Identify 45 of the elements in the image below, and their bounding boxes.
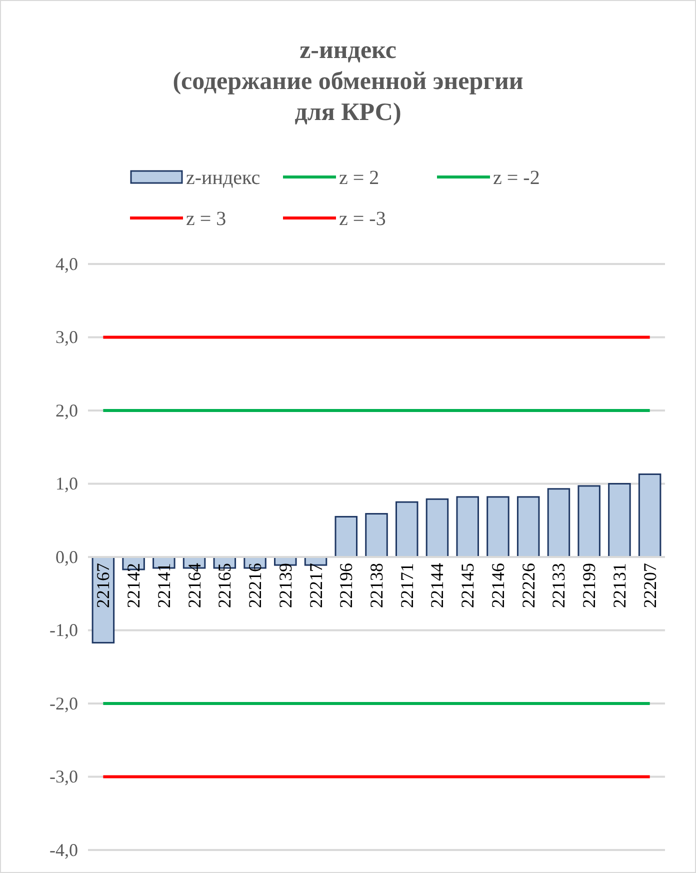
x-tick-label: 22216 — [245, 563, 266, 608]
x-tick-label: 22131 — [609, 563, 630, 608]
y-tick-label: -3,0 — [50, 766, 78, 787]
bar — [334, 516, 358, 558]
y-tick-label: -4,0 — [50, 840, 78, 860]
bar — [456, 496, 479, 558]
x-tick-label: 22196 — [336, 563, 356, 608]
y-tick-label: 2,0 — [56, 400, 78, 420]
y-tick-label: 0,0 — [56, 546, 78, 567]
bar — [486, 496, 510, 558]
legend-label: z = -3 — [339, 208, 386, 230]
y-tick-label: -1,0 — [50, 620, 78, 640]
legend-label: z-индекс — [186, 167, 260, 189]
x-tick-label: 22226 — [518, 563, 538, 608]
x-tick-label: 22139 — [275, 563, 296, 608]
x-tick-label: 22207 — [640, 563, 660, 608]
legend-label: z = 2 — [339, 167, 380, 189]
legend-label: z = -2 — [493, 167, 540, 189]
bar — [578, 485, 600, 558]
x-tick-label: 22199 — [579, 563, 600, 608]
x-tick-label: 22145 — [458, 563, 478, 608]
x-tick-label: 22171 — [396, 563, 417, 608]
bar — [426, 498, 449, 558]
x-tick-label: 22146 — [488, 563, 508, 608]
bar — [547, 488, 570, 558]
x-tick-label: 22165 — [214, 563, 235, 608]
x-tick-label: 22142 — [124, 563, 144, 608]
x-tick-label: 22164 — [184, 563, 204, 608]
x-tick-label: 22144 — [427, 563, 448, 608]
y-tick-label: 3,0 — [56, 327, 78, 348]
y-tick-label: 1,0 — [56, 474, 78, 494]
x-tick-label: 22133 — [548, 563, 569, 608]
bar — [608, 483, 631, 558]
bar — [365, 513, 388, 558]
y-tick-label: -2,0 — [50, 693, 78, 714]
bar — [638, 473, 662, 558]
x-tick-label: 22217 — [306, 563, 326, 608]
y-tick-label: 4,0 — [56, 254, 78, 274]
chart-title: z-индекс (содержание обменной энергии для КРС) — [172, 37, 524, 126]
bar — [395, 501, 418, 558]
x-tick-label: 22141 — [154, 563, 174, 608]
x-tick-label: 22138 — [366, 563, 386, 608]
x-tick-label: 22167 — [93, 563, 114, 608]
bar — [516, 496, 540, 558]
legend-label: z = 3 — [186, 208, 226, 230]
